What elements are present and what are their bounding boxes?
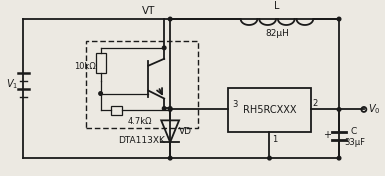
Circle shape bbox=[168, 108, 172, 111]
Text: 82μH: 82μH bbox=[265, 29, 289, 38]
Text: +: + bbox=[323, 130, 331, 140]
Text: RH5RCXXX: RH5RCXXX bbox=[243, 105, 296, 115]
Bar bbox=[110, 106, 122, 115]
Text: 10kΩ: 10kΩ bbox=[74, 62, 95, 71]
Bar bbox=[228, 88, 311, 132]
Text: L: L bbox=[274, 1, 280, 11]
Circle shape bbox=[268, 156, 271, 160]
Text: 2: 2 bbox=[313, 99, 318, 108]
Circle shape bbox=[168, 156, 172, 160]
Circle shape bbox=[168, 17, 172, 21]
Circle shape bbox=[162, 46, 166, 50]
Circle shape bbox=[99, 92, 102, 95]
Text: 3: 3 bbox=[233, 100, 238, 109]
Text: 4.7kΩ: 4.7kΩ bbox=[128, 117, 152, 126]
Text: VD: VD bbox=[179, 127, 192, 136]
Circle shape bbox=[168, 107, 172, 110]
Circle shape bbox=[337, 108, 341, 111]
Text: VT: VT bbox=[142, 6, 155, 16]
Text: $V_1$: $V_1$ bbox=[6, 77, 18, 90]
Circle shape bbox=[337, 17, 341, 21]
Circle shape bbox=[337, 156, 341, 160]
Text: 1: 1 bbox=[272, 135, 277, 144]
Text: C: C bbox=[351, 127, 357, 136]
Text: DTA113XK: DTA113XK bbox=[119, 136, 165, 145]
Text: $V_0$: $V_0$ bbox=[368, 103, 380, 116]
Text: 33μF: 33μF bbox=[345, 138, 365, 147]
Bar bbox=[86, 41, 198, 128]
Circle shape bbox=[162, 107, 166, 110]
Bar bbox=[95, 53, 105, 73]
